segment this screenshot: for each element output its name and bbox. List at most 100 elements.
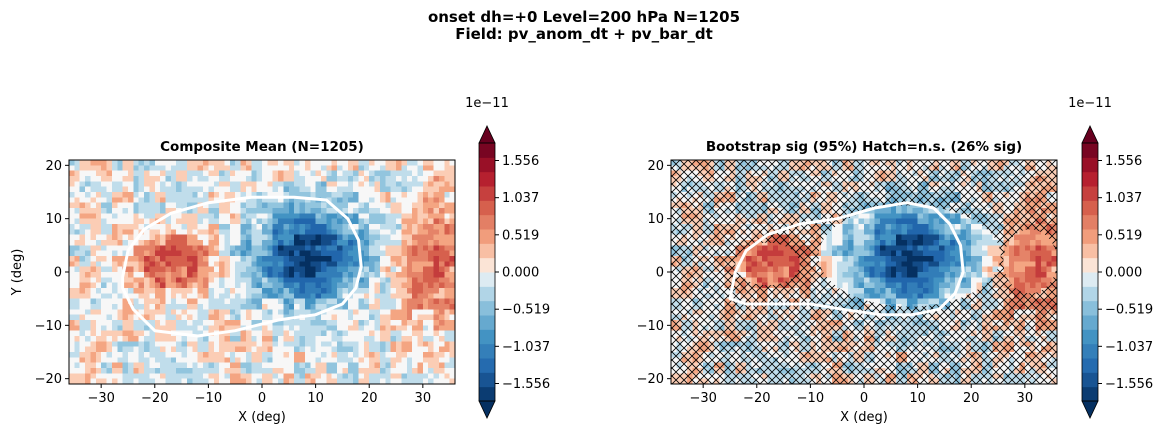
heatmap-cell <box>224 378 231 385</box>
heatmap-cell <box>379 250 386 257</box>
heatmap-cell <box>428 218 435 225</box>
heatmap-cell <box>342 368 349 374</box>
heatmap-cell <box>235 170 242 177</box>
heatmap-cell <box>186 250 193 257</box>
heatmap-cell <box>444 357 451 364</box>
heatmap-cell <box>283 192 290 198</box>
heatmap-cell <box>347 245 354 252</box>
heatmap-cell <box>90 208 97 214</box>
heatmap-cell <box>310 330 317 337</box>
heatmap-cell <box>422 266 429 273</box>
heatmap-cell <box>186 293 193 300</box>
heatmap-cell <box>320 325 327 332</box>
heatmap-cell <box>272 378 279 385</box>
heatmap-cell <box>331 298 338 305</box>
heatmap-cell <box>240 272 247 278</box>
heatmap-cell <box>412 224 419 230</box>
heatmap-cell <box>245 181 252 188</box>
heatmap-cell <box>69 208 75 214</box>
x-tick-label: 20 <box>361 391 378 406</box>
heatmap-cell <box>315 229 322 236</box>
heatmap-cell <box>229 293 236 300</box>
heatmap-cell <box>186 266 193 273</box>
heatmap-cell <box>412 352 419 358</box>
heatmap-cell <box>90 341 97 348</box>
heatmap-cell <box>262 304 268 310</box>
heatmap-cell <box>213 176 220 182</box>
heatmap-cell <box>417 234 424 241</box>
heatmap-cell <box>283 202 290 209</box>
heatmap-cell <box>267 309 274 316</box>
heatmap-cell <box>847 277 854 284</box>
heatmap-cell <box>160 192 167 198</box>
heatmap-cell <box>165 160 172 166</box>
heatmap-cell <box>181 240 188 246</box>
heatmap-cell <box>90 352 97 358</box>
heatmap-cell <box>154 314 161 321</box>
heatmap-cell <box>347 176 354 182</box>
heatmap-cell <box>299 341 306 348</box>
heatmap-cell <box>417 213 424 220</box>
heatmap-cell <box>326 240 333 246</box>
heatmap-cell <box>219 229 226 236</box>
heatmap-cell <box>379 213 386 220</box>
heatmap-cell <box>111 176 118 182</box>
heatmap-cell <box>138 192 145 198</box>
heatmap-cell <box>385 368 392 374</box>
heatmap-cell <box>240 309 247 316</box>
heatmap-cell <box>181 224 188 230</box>
heatmap-cell <box>433 197 440 204</box>
heatmap-cell <box>283 186 290 193</box>
heatmap-cell <box>144 277 151 284</box>
heatmap-cell <box>235 362 242 369</box>
heatmap-cell <box>138 240 145 246</box>
heatmap-cell <box>176 213 183 220</box>
heatmap-cell <box>385 309 392 316</box>
heatmap-cell <box>374 320 381 326</box>
heatmap-cell <box>853 256 860 262</box>
heatmap-cell <box>79 181 86 188</box>
heatmap-cell <box>449 304 456 310</box>
heatmap-cell <box>826 234 833 241</box>
heatmap-cell <box>347 160 354 166</box>
heatmap-cell <box>880 245 887 252</box>
heatmap-cell <box>219 213 226 220</box>
heatmap-cell <box>438 357 445 364</box>
heatmap-cell <box>847 229 854 236</box>
heatmap-cell <box>337 272 344 278</box>
heatmap-cell <box>262 181 268 188</box>
heatmap-cell <box>751 272 758 278</box>
heatmap-cell <box>240 224 247 230</box>
heatmap-cell <box>101 218 108 225</box>
heatmap-cell <box>294 357 301 364</box>
heatmap-cell <box>304 357 311 364</box>
heatmap-cell <box>256 218 263 225</box>
heatmap-cell <box>154 282 161 289</box>
heatmap-cell <box>144 378 151 385</box>
heatmap-cell <box>449 325 456 332</box>
heatmap-cell <box>406 266 413 273</box>
heatmap-cell <box>197 288 204 294</box>
heatmap-cell <box>315 314 322 321</box>
heatmap-cell <box>203 197 209 204</box>
heatmap-cell <box>412 256 419 262</box>
heatmap-cell <box>401 234 408 241</box>
heatmap-cell <box>154 186 161 193</box>
heatmap-cell <box>262 165 268 172</box>
heatmap-cell <box>288 378 295 385</box>
heatmap-cell <box>272 304 279 310</box>
heatmap-cell <box>363 320 370 326</box>
heatmap-cell <box>144 202 151 209</box>
heatmap-cell <box>433 202 440 209</box>
heatmap-cell <box>288 288 295 294</box>
heatmap-cell <box>224 277 231 284</box>
heatmap-cell <box>127 277 134 284</box>
heatmap-cell <box>294 320 301 326</box>
heatmap-cell <box>778 266 785 273</box>
heatmap-cell <box>320 314 327 321</box>
heatmap-cell <box>315 341 322 348</box>
heatmap-cell <box>369 229 376 236</box>
heatmap-cell <box>778 261 785 268</box>
heatmap-cell <box>262 298 268 305</box>
heatmap-cell <box>299 197 306 204</box>
